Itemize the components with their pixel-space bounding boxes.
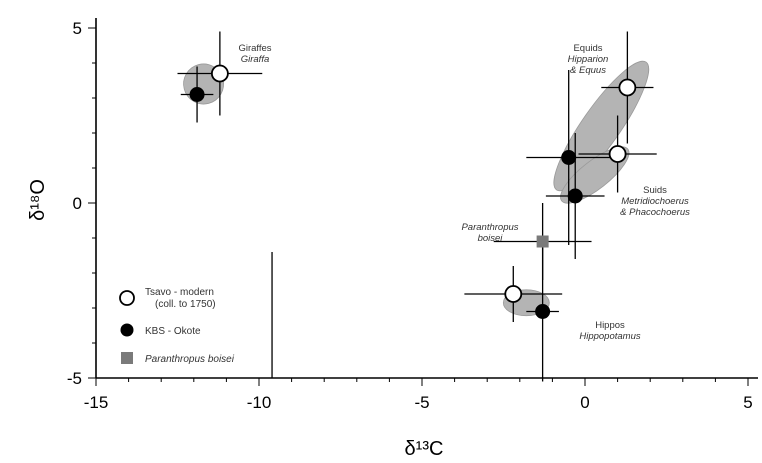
legend-marker-filled-circle [120,323,134,337]
tsavo-modern-point [618,78,637,97]
legend: Tsavo - modern(coll. to 1750) KBS - Okote… [119,287,235,365]
y-tick-label: 5 [73,19,82,38]
legend-marker-open-circle [119,290,135,306]
tsavo-modern-point [504,285,523,303]
paranthropus-point [536,235,549,248]
group-label: Hipparion [568,54,609,65]
kbs-okote-point [561,150,577,165]
y-tick-label: -5 [67,369,82,388]
y-axis-title: δ¹⁸O [27,179,49,221]
group-label: Equids [573,43,602,54]
legend-label: (coll. to 1750) [155,299,216,310]
kbs-okote-point [189,87,205,102]
group-label: Suids [643,185,667,196]
group-label: Giraffa [241,54,270,65]
y-tick-label: 0 [73,194,82,213]
group-label: Hippopotamus [579,331,641,342]
x-tick-label: -15 [84,393,109,412]
group-label: & Phacochoerus [620,207,690,218]
group-label: Metridiochoerus [621,196,689,207]
x-tick-label: 5 [743,393,752,412]
legend-marker-square [121,352,133,364]
x-tick-label: -5 [414,393,429,412]
x-tick-label: -10 [247,393,272,412]
ellipse-layer [183,60,650,317]
group-label: Paranthropus [461,222,518,233]
marker-layer [189,64,637,319]
tsavo-modern-point [210,64,229,83]
kbs-okote-point [567,188,583,204]
axes: -15 -10 -5 0 5 -5 0 5 δ¹³C δ¹⁸O [27,18,758,460]
group-label: & Equus [570,65,606,76]
kbs-okote-point [535,304,551,319]
group-label: Hippos [595,320,625,331]
x-tick-label: 0 [580,393,589,412]
group-label: boisei [478,233,504,244]
legend-label: Paranthropus boisei [145,354,235,365]
legend-label: Tsavo - modern [145,287,214,298]
legend-label: KBS - Okote [145,326,201,337]
group-label: Giraffes [238,43,271,54]
tsavo-modern-point [608,145,627,163]
error-bar-layer [177,31,657,382]
x-axis-title: δ¹³C [405,438,444,460]
